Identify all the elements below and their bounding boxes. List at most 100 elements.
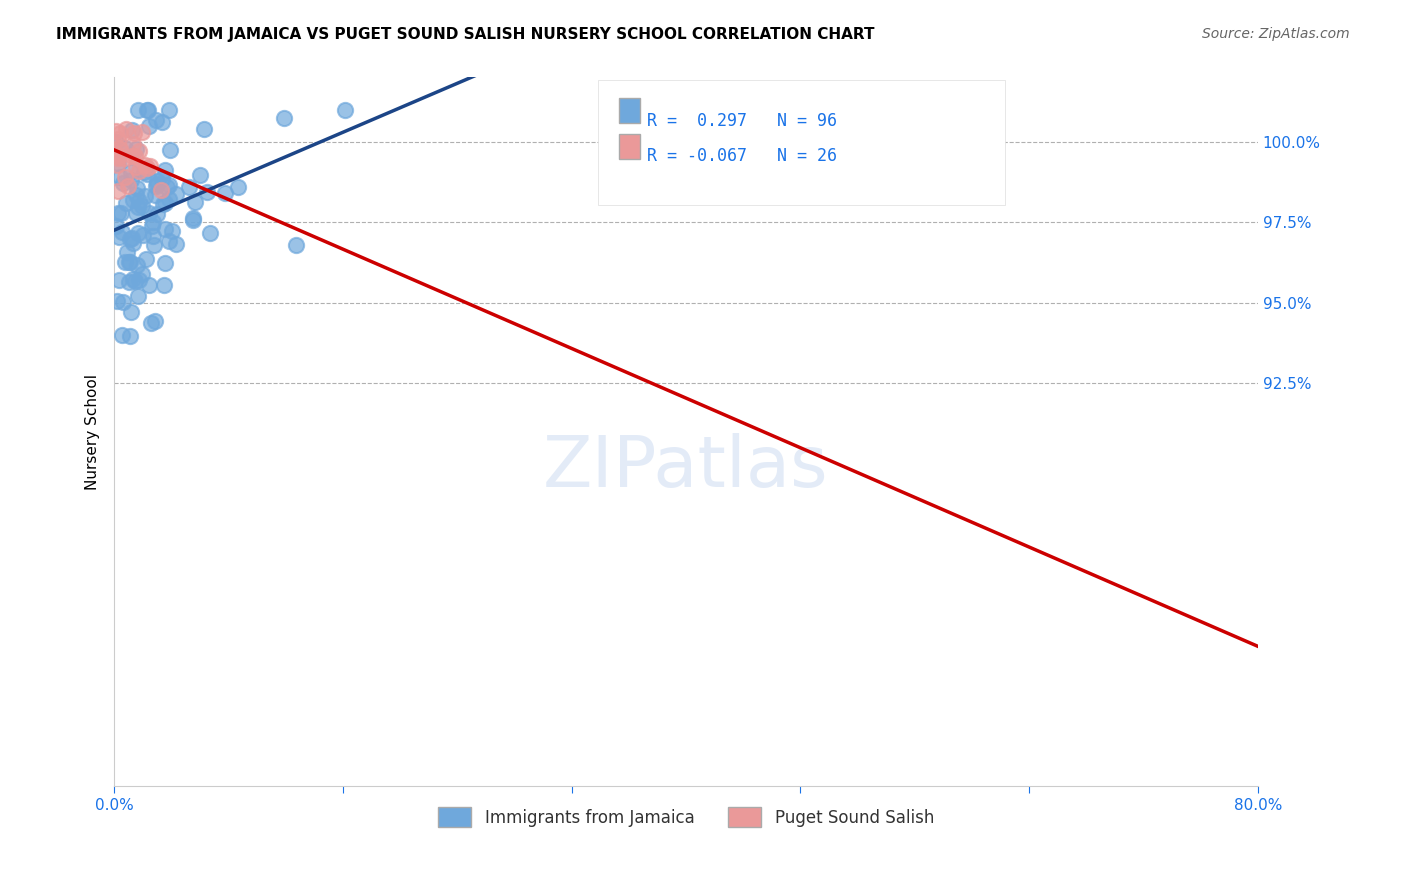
Point: [121, 136, 143, 151]
Point: [121, 230, 143, 244]
Point: [114, 255, 136, 269]
Point: [128, 194, 150, 208]
Point: [165, 236, 187, 251]
Point: [115, 245, 138, 260]
Text: Source: ZipAtlas.com: Source: ZipAtlas.com: [1202, 27, 1350, 41]
Point: [127, 226, 149, 240]
Point: [115, 121, 138, 136]
Point: [152, 196, 174, 211]
Point: [127, 103, 149, 117]
Point: [149, 182, 172, 196]
Point: [118, 254, 141, 268]
Point: [124, 149, 146, 163]
Point: [111, 176, 134, 190]
Text: R =  0.297   N = 96: R = 0.297 N = 96: [647, 112, 837, 129]
Point: [117, 178, 139, 193]
Point: [136, 103, 159, 117]
Point: [107, 155, 129, 169]
Point: [122, 126, 145, 140]
Point: [333, 103, 356, 117]
Point: [108, 229, 131, 244]
Point: [150, 172, 173, 186]
Point: [284, 238, 307, 252]
Point: [193, 121, 215, 136]
Point: [117, 275, 139, 289]
Point: [128, 164, 150, 178]
Point: [181, 213, 204, 227]
Y-axis label: Nursery School: Nursery School: [86, 374, 100, 490]
Point: [157, 234, 180, 248]
Point: [142, 215, 165, 229]
Point: [132, 227, 155, 242]
Point: [125, 160, 148, 174]
Point: [131, 198, 153, 212]
Point: [145, 174, 167, 188]
Point: [135, 167, 157, 181]
Point: [110, 225, 132, 239]
Point: [114, 141, 136, 155]
Point: [120, 173, 142, 187]
Point: [105, 158, 128, 172]
Point: [273, 111, 295, 125]
Point: [104, 124, 127, 138]
Point: [214, 186, 236, 200]
Point: [124, 274, 146, 288]
Point: [107, 184, 129, 198]
Point: [153, 195, 176, 210]
Point: [115, 196, 138, 211]
Point: [127, 289, 149, 303]
Point: [160, 224, 183, 238]
Point: [134, 189, 156, 203]
Point: [110, 206, 132, 220]
Text: ZIPatlas: ZIPatlas: [543, 433, 828, 501]
Point: [226, 180, 249, 194]
Point: [141, 219, 163, 233]
Point: [107, 131, 129, 145]
Point: [108, 169, 131, 184]
Point: [120, 164, 142, 178]
Point: [122, 235, 145, 250]
Point: [135, 103, 157, 117]
Point: [198, 226, 221, 240]
Point: [105, 293, 128, 308]
Point: [138, 119, 160, 133]
Point: [122, 194, 145, 208]
Point: [107, 141, 129, 155]
Point: [132, 165, 155, 179]
Point: [125, 206, 148, 220]
Point: [114, 170, 136, 185]
Point: [125, 188, 148, 202]
Point: [121, 123, 143, 137]
Point: [131, 267, 153, 281]
Point: [107, 206, 129, 220]
Point: [124, 142, 146, 156]
Point: [105, 219, 128, 234]
Point: [136, 161, 159, 175]
Point: [118, 232, 141, 246]
Point: [155, 222, 177, 236]
Point: [159, 143, 181, 157]
Point: [120, 329, 142, 343]
Point: [104, 135, 127, 149]
Point: [107, 273, 129, 287]
Point: [107, 148, 129, 162]
Point: [150, 115, 173, 129]
Point: [112, 151, 135, 165]
Point: [190, 169, 212, 183]
Point: [127, 258, 149, 272]
Point: [157, 178, 180, 193]
Point: [159, 193, 181, 207]
Point: [120, 304, 142, 318]
Point: [157, 103, 180, 117]
Point: [152, 277, 174, 292]
Point: [134, 159, 156, 173]
Point: [128, 144, 150, 158]
Text: IMMIGRANTS FROM JAMAICA VS PUGET SOUND SALISH NURSERY SCHOOL CORRELATION CHART: IMMIGRANTS FROM JAMAICA VS PUGET SOUND S…: [56, 27, 875, 42]
Point: [146, 207, 169, 221]
Point: [107, 149, 129, 163]
Point: [155, 180, 177, 194]
Point: [153, 256, 176, 270]
Point: [138, 159, 160, 173]
Point: [118, 254, 141, 268]
Point: [111, 328, 134, 343]
